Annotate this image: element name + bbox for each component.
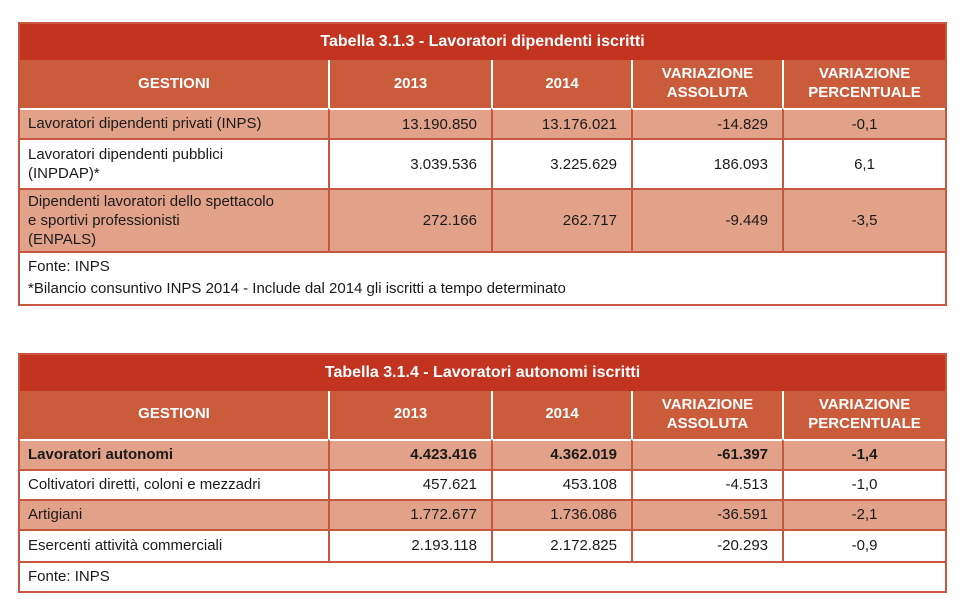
table-row: Lavoratori dipendenti pubblici (INPDAP)*… — [20, 138, 946, 188]
table-lavoratori-dipendenti: Tabella 3.1.3 - Lavoratori dipendenti is… — [18, 22, 948, 306]
table-row: Dipendenti lavoratori dello spettacolo e… — [20, 188, 946, 252]
column-header-2014: 2014 — [491, 60, 631, 108]
cell-variazione-assoluta: -9.449 — [631, 188, 782, 252]
column-header-2014: 2014 — [491, 390, 631, 439]
cell-variazione-assoluta: -4.513 — [631, 468, 782, 499]
table-footnote: Fonte: INPS *Bilancio consuntivo INPS 20… — [20, 251, 946, 304]
cell-2014: 4.362.019 — [491, 438, 631, 469]
cell-variazione-assoluta: -36.591 — [631, 498, 782, 529]
cell-gestione: Coltivatori diretti, coloni e mezzadri — [20, 468, 328, 499]
table-row: Esercenti attività commerciali 2.193.118… — [20, 528, 946, 561]
cell-gestione: Lavoratori dipendenti privati (INPS) — [20, 108, 328, 138]
column-header-variazione-percentuale: VARIAZIONE PERCENTUALE — [782, 390, 946, 439]
column-header-2013: 2013 — [328, 390, 491, 439]
cell-2014: 2.172.825 — [491, 528, 631, 561]
cell-2014: 3.225.629 — [491, 138, 631, 188]
cell-variazione-percentuale: 6,1 — [782, 138, 946, 188]
cell-2014: 453.108 — [491, 468, 631, 499]
table-title: Tabella 3.1.3 - Lavoratori dipendenti is… — [20, 24, 946, 60]
cell-2014: 262.717 — [491, 188, 631, 252]
cell-variazione-assoluta: -61.397 — [631, 438, 782, 469]
cell-gestione: Esercenti attività commerciali — [20, 528, 328, 561]
cell-2013: 457.621 — [328, 468, 491, 499]
column-header-variazione-assoluta: VARIAZIONE ASSOLUTA — [631, 60, 782, 108]
cell-variazione-percentuale: -0,9 — [782, 528, 946, 561]
cell-variazione-percentuale: -2,1 — [782, 498, 946, 529]
cell-variazione-percentuale: -1,4 — [782, 438, 946, 469]
cell-variazione-percentuale: -0,1 — [782, 108, 946, 138]
column-header-gestioni: GESTIONI — [20, 390, 328, 439]
cell-2013: 4.423.416 — [328, 438, 491, 469]
column-header-variazione-percentuale: VARIAZIONE PERCENTUALE — [782, 60, 946, 108]
table-lavoratori-autonomi: Tabella 3.1.4 - Lavoratori autonomi iscr… — [18, 352, 948, 594]
table-row: Lavoratori dipendenti privati (INPS) 13.… — [20, 108, 946, 138]
column-header-gestioni: GESTIONI — [20, 60, 328, 108]
cell-gestione: Artigiani — [20, 498, 328, 529]
column-header-variazione-assoluta: VARIAZIONE ASSOLUTA — [631, 390, 782, 439]
table-row: Artigiani 1.772.677 1.736.086 -36.591 -2… — [20, 498, 946, 529]
cell-variazione-assoluta: -14.829 — [631, 108, 782, 138]
cell-variazione-percentuale: -1,0 — [782, 468, 946, 499]
cell-2013: 272.166 — [328, 188, 491, 252]
cell-2013: 13.190.850 — [328, 108, 491, 138]
cell-variazione-assoluta: -20.293 — [631, 528, 782, 561]
cell-2013: 2.193.118 — [328, 528, 491, 561]
table-title: Tabella 3.1.4 - Lavoratori autonomi iscr… — [20, 354, 946, 391]
table-row-total: Lavoratori autonomi 4.423.416 4.362.019 … — [20, 438, 946, 469]
table-row: Coltivatori diretti, coloni e mezzadri 4… — [20, 468, 946, 499]
cell-gestione: Lavoratori dipendenti pubblici (INPDAP)* — [20, 138, 328, 188]
cell-2013: 1.772.677 — [328, 498, 491, 529]
cell-gestione: Dipendenti lavoratori dello spettacolo e… — [20, 188, 328, 252]
cell-variazione-assoluta: 186.093 — [631, 138, 782, 188]
cell-2014: 1.736.086 — [491, 498, 631, 529]
column-header-2013: 2013 — [328, 60, 491, 108]
cell-gestione: Lavoratori autonomi — [20, 438, 328, 469]
cell-2014: 13.176.021 — [491, 108, 631, 138]
cell-variazione-percentuale: -3,5 — [782, 188, 946, 252]
cell-2013: 3.039.536 — [328, 138, 491, 188]
table-footnote: Fonte: INPS — [20, 560, 946, 592]
